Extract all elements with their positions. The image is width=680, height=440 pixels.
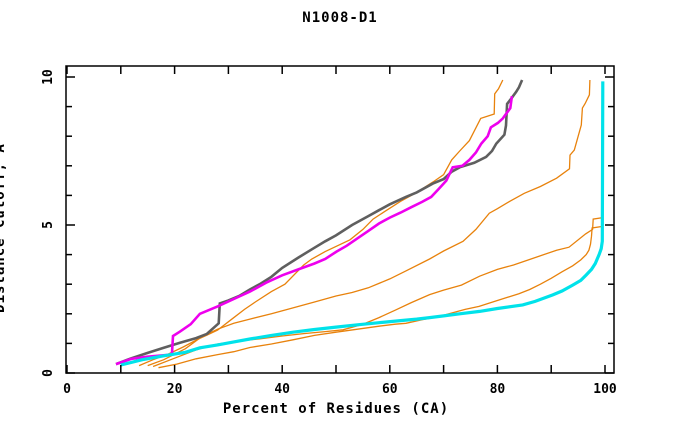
x-tick-label: 80 <box>490 382 506 397</box>
y-axis-label: Distance Cutoff, A <box>0 143 8 313</box>
series-model-gray <box>115 79 524 366</box>
series-model-cyan <box>120 81 605 367</box>
x-tick-label: 20 <box>167 382 183 397</box>
x-tick-label: 0 <box>63 382 71 397</box>
y-tick-label: 0 <box>41 369 56 377</box>
x-tick-label: 40 <box>274 382 290 397</box>
series-model-orange-2 <box>147 79 591 367</box>
y-tick-label: 10 <box>41 69 56 85</box>
chart-title: N1008-D1 <box>302 10 378 26</box>
x-axis-label: Percent of Residues (CA) <box>222 401 450 417</box>
plot-frame <box>65 65 615 374</box>
x-tick-label: 100 <box>593 382 617 397</box>
x-tick-label: 60 <box>382 382 398 397</box>
y-tick-label: 5 <box>41 221 56 229</box>
series-model-orange-4 <box>158 225 602 369</box>
series-model-magenta <box>115 96 514 366</box>
